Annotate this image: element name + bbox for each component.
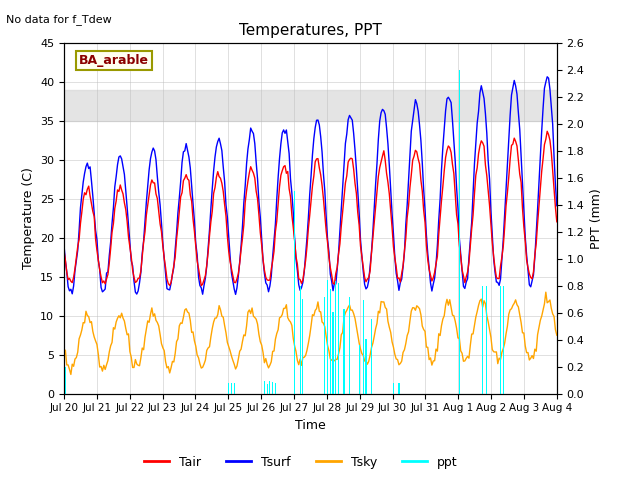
Text: BA_arable: BA_arable	[79, 54, 148, 67]
Y-axis label: Temperature (C): Temperature (C)	[22, 168, 35, 269]
Bar	[65, 367, 66, 394]
Bar	[294, 192, 295, 394]
Bar	[228, 383, 229, 394]
X-axis label: Time: Time	[295, 419, 326, 432]
Bar	[335, 281, 337, 394]
Bar	[358, 345, 360, 394]
Bar	[330, 289, 331, 394]
Bar	[371, 319, 372, 394]
Bar	[500, 286, 501, 394]
Bar	[234, 383, 235, 394]
Bar	[267, 384, 268, 394]
Y-axis label: PPT (mm): PPT (mm)	[590, 188, 603, 249]
Bar	[482, 286, 483, 394]
Bar	[231, 383, 232, 394]
Bar	[269, 381, 271, 394]
Bar	[393, 383, 394, 394]
Bar	[272, 382, 273, 394]
Legend: Tair, Tsurf, Tsky, ppt: Tair, Tsurf, Tsky, ppt	[139, 451, 463, 474]
Bar	[275, 383, 276, 394]
Bar	[365, 339, 367, 394]
Bar	[398, 383, 399, 394]
Bar	[363, 300, 364, 394]
Bar	[332, 312, 333, 394]
Bar	[327, 280, 328, 394]
Bar	[300, 286, 301, 394]
Title: Temperatures, PPT: Temperatures, PPT	[239, 23, 382, 38]
Bar	[264, 381, 265, 394]
Bar	[302, 299, 303, 394]
Bar	[64, 90, 557, 121]
Bar	[349, 297, 350, 394]
Bar	[502, 286, 504, 394]
Bar	[486, 286, 488, 394]
Text: No data for f_Tdew: No data for f_Tdew	[6, 14, 112, 25]
Bar	[459, 70, 460, 394]
Bar	[338, 283, 339, 394]
Bar	[324, 297, 325, 394]
